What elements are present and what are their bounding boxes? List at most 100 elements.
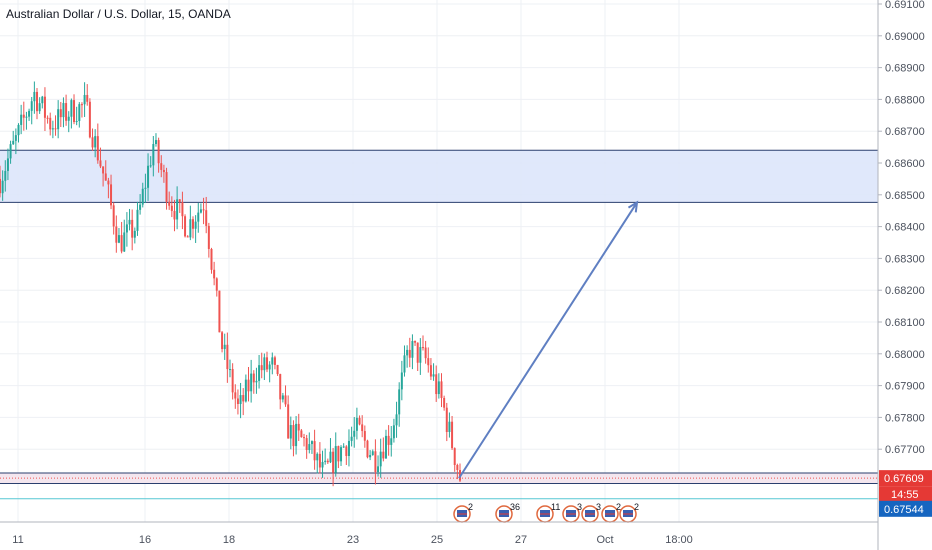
event-count: 3 bbox=[577, 502, 582, 512]
candle-body bbox=[54, 128, 57, 130]
candle-body bbox=[184, 216, 187, 237]
candle-body bbox=[80, 104, 83, 106]
candle-body bbox=[91, 137, 94, 148]
candle-body bbox=[281, 395, 284, 400]
candle-body bbox=[59, 109, 62, 118]
candle-body bbox=[165, 172, 168, 202]
candle-body bbox=[342, 446, 345, 448]
candle-body bbox=[252, 373, 255, 383]
candle-body bbox=[20, 114, 23, 125]
event-flag-icon[interactable]: 2 bbox=[453, 502, 473, 523]
candle-body bbox=[22, 114, 25, 118]
candle-body bbox=[215, 278, 218, 291]
candle-body bbox=[292, 425, 295, 447]
countdown-value: 14:55 bbox=[891, 489, 919, 501]
event-flag-icon[interactable]: 3 bbox=[581, 502, 601, 523]
candle-body bbox=[395, 414, 398, 426]
candle-body bbox=[379, 451, 382, 467]
candle-body bbox=[347, 440, 350, 456]
candle-body bbox=[149, 165, 152, 167]
candle-body bbox=[268, 364, 271, 370]
candle-body bbox=[102, 166, 105, 174]
price-label: 0.68600 bbox=[885, 158, 925, 170]
candle-body bbox=[12, 140, 15, 145]
candle-body bbox=[213, 269, 216, 279]
candle-body bbox=[408, 349, 411, 358]
price-label: 0.67800 bbox=[885, 412, 925, 424]
candle-body bbox=[136, 209, 139, 231]
time-label: 11 bbox=[12, 534, 23, 546]
candle-body bbox=[133, 230, 136, 238]
event-flag-icon[interactable]: 2 bbox=[619, 502, 639, 523]
candle-body bbox=[112, 205, 115, 227]
event-count: 2 bbox=[634, 502, 639, 512]
candle-body bbox=[1, 180, 4, 194]
candle-body bbox=[120, 235, 123, 252]
candle-body bbox=[125, 224, 128, 233]
candle-body bbox=[337, 446, 340, 462]
candle-body bbox=[28, 110, 31, 117]
event-count: 3 bbox=[596, 502, 601, 512]
candle-body bbox=[43, 96, 46, 118]
candle-body bbox=[223, 344, 226, 350]
candle-body bbox=[25, 116, 28, 118]
candle-body bbox=[62, 103, 65, 118]
price-label: 0.68200 bbox=[885, 285, 925, 297]
event-flag-icon[interactable]: 11 bbox=[536, 502, 560, 523]
candle-body bbox=[191, 219, 194, 229]
candle-body bbox=[139, 204, 142, 210]
candle-body bbox=[419, 347, 422, 363]
price-tags: 0.67609 14:55 0.67544 bbox=[879, 470, 932, 517]
candle-body bbox=[318, 453, 321, 468]
candle-body bbox=[83, 94, 86, 105]
time-label: 25 bbox=[431, 534, 443, 546]
price-label: 0.68300 bbox=[885, 253, 925, 265]
candle-body bbox=[456, 465, 459, 471]
chart-title: Australian Dollar / U.S. Dollar, 15, OAN… bbox=[6, 7, 231, 21]
candle-body bbox=[99, 160, 102, 167]
candle-body bbox=[340, 447, 343, 462]
events-layer: 2 36 11 3 3 2 2 bbox=[453, 502, 639, 523]
candle-body bbox=[107, 180, 110, 185]
candle-body bbox=[186, 236, 189, 238]
candle-body bbox=[287, 404, 290, 439]
candle-body bbox=[70, 100, 73, 117]
candle-body bbox=[329, 451, 332, 463]
candle-body bbox=[437, 381, 440, 395]
candle-body bbox=[355, 417, 358, 431]
candle-body bbox=[210, 248, 213, 270]
candle-body bbox=[117, 235, 120, 243]
time-label: 16 bbox=[139, 534, 151, 546]
candle-body bbox=[416, 342, 419, 363]
candle-body bbox=[14, 135, 17, 141]
candle-body bbox=[374, 451, 377, 473]
candle-body bbox=[316, 453, 319, 461]
price-label: 0.68400 bbox=[885, 222, 925, 234]
candle-body bbox=[78, 104, 81, 122]
candle-body bbox=[38, 103, 41, 112]
candle-body bbox=[86, 94, 89, 102]
candle-body bbox=[57, 109, 60, 130]
candle-body bbox=[350, 436, 353, 441]
candle-body bbox=[0, 178, 1, 194]
candle-body bbox=[406, 349, 409, 356]
candle-body bbox=[255, 380, 258, 383]
candle-body bbox=[313, 441, 316, 461]
resistance-zone bbox=[0, 150, 878, 203]
candle-body bbox=[197, 212, 200, 222]
candle-body bbox=[128, 219, 131, 225]
event-flag-icon[interactable]: 3 bbox=[562, 502, 582, 523]
candle-body bbox=[247, 379, 250, 392]
candle-body bbox=[432, 374, 435, 377]
candle-body bbox=[49, 117, 52, 130]
candle-body bbox=[295, 423, 298, 447]
event-flag-icon[interactable]: 36 bbox=[495, 502, 520, 523]
candle-body bbox=[168, 201, 171, 206]
candle-body bbox=[324, 460, 327, 462]
candle-body bbox=[173, 210, 176, 220]
time-label: 27 bbox=[515, 534, 527, 546]
candle-body bbox=[440, 381, 443, 398]
candle-body bbox=[332, 451, 335, 473]
